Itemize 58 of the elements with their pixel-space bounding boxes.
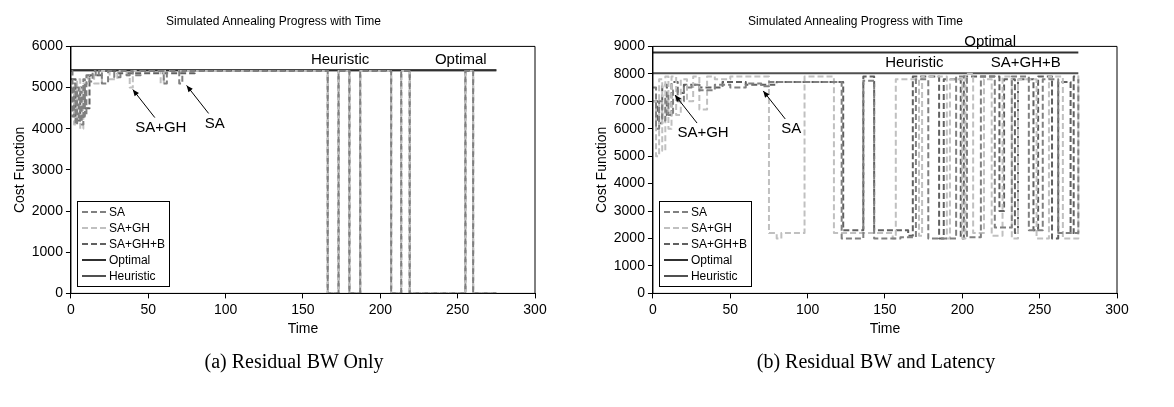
- x-tick-label: 300: [523, 300, 547, 317]
- legend-label: SA+GH+B: [108, 236, 165, 253]
- legend-label: Optimal: [690, 252, 733, 269]
- x-tick-label: 200: [368, 300, 393, 317]
- y-tick-label: 0: [55, 284, 64, 301]
- legend-label: SA+GH: [690, 220, 732, 237]
- x-tick-label: 150: [291, 300, 315, 317]
- y-tick-label: 5000: [31, 78, 64, 95]
- annotation: SA+GH+B: [990, 52, 1061, 70]
- annotation: Optimal: [434, 49, 487, 67]
- x-tick-label: 50: [140, 300, 157, 317]
- y-tick-label: 4000: [613, 174, 646, 191]
- y-tick-label: 9000: [613, 37, 646, 54]
- y-tick-label: 8000: [613, 64, 646, 81]
- text: (b) Residual BW and Latency: [755, 350, 997, 373]
- annotation: SA: [781, 119, 802, 137]
- y-tick-label: 1000: [613, 256, 646, 273]
- y-tick-label: 6000: [31, 37, 64, 54]
- y-tick-label: 2000: [31, 201, 64, 218]
- annotation: SA+GH: [135, 117, 187, 135]
- x-tick-label: 150: [873, 300, 897, 317]
- x-tick-label: 250: [445, 300, 470, 317]
- chart-title: Simulated Annealing Progress with Time: [748, 13, 964, 28]
- legend-label: SA+GH+B: [690, 236, 747, 253]
- y-tick-label: 5000: [613, 147, 646, 164]
- y-axis-title: Cost Function: [593, 126, 610, 214]
- text: (a) Residual BW Only: [203, 350, 385, 373]
- annotation: Optimal: [964, 32, 1016, 50]
- y-tick-label: 4000: [31, 119, 64, 136]
- y-tick-label: 0: [637, 284, 646, 301]
- legend-label: Heuristic: [690, 268, 738, 285]
- chart-title: Simulated Annealing Progress with Time: [166, 13, 382, 28]
- y-tick-label: 6000: [613, 119, 646, 136]
- legend-label: Optimal: [108, 252, 151, 269]
- legend-label: SA: [690, 204, 707, 221]
- annotation: SA: [204, 113, 225, 131]
- x-tick-label: 300: [1105, 300, 1129, 317]
- legend-label: SA+GH: [108, 220, 150, 237]
- annotation: Heuristic: [885, 52, 945, 70]
- x-tick-label: 250: [1027, 300, 1052, 317]
- x-tick-label: 100: [795, 300, 820, 317]
- x-tick-label: 0: [67, 300, 76, 317]
- x-axis-title: Time: [869, 320, 901, 337]
- annotation: Heuristic: [310, 49, 370, 67]
- x-axis-title: Time: [287, 320, 319, 337]
- annotation: SA+GH: [677, 123, 729, 141]
- y-tick-label: 3000: [31, 160, 64, 177]
- x-tick-label: 50: [722, 300, 739, 317]
- x-tick-label: 0: [649, 300, 658, 317]
- y-axis-title: Cost Function: [11, 126, 28, 214]
- y-tick-label: 1000: [31, 243, 64, 260]
- y-tick-label: 3000: [613, 201, 646, 218]
- y-tick-label: 7000: [613, 92, 646, 109]
- x-tick-label: 200: [950, 300, 975, 317]
- x-tick-label: 100: [213, 300, 238, 317]
- y-tick-label: 2000: [613, 229, 646, 246]
- legend-label: SA: [108, 204, 125, 221]
- legend-label: Heuristic: [108, 268, 156, 285]
